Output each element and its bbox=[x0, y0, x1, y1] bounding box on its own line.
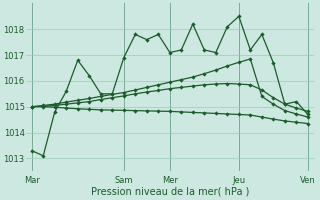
X-axis label: Pression niveau de la mer( hPa ): Pression niveau de la mer( hPa ) bbox=[91, 187, 249, 197]
